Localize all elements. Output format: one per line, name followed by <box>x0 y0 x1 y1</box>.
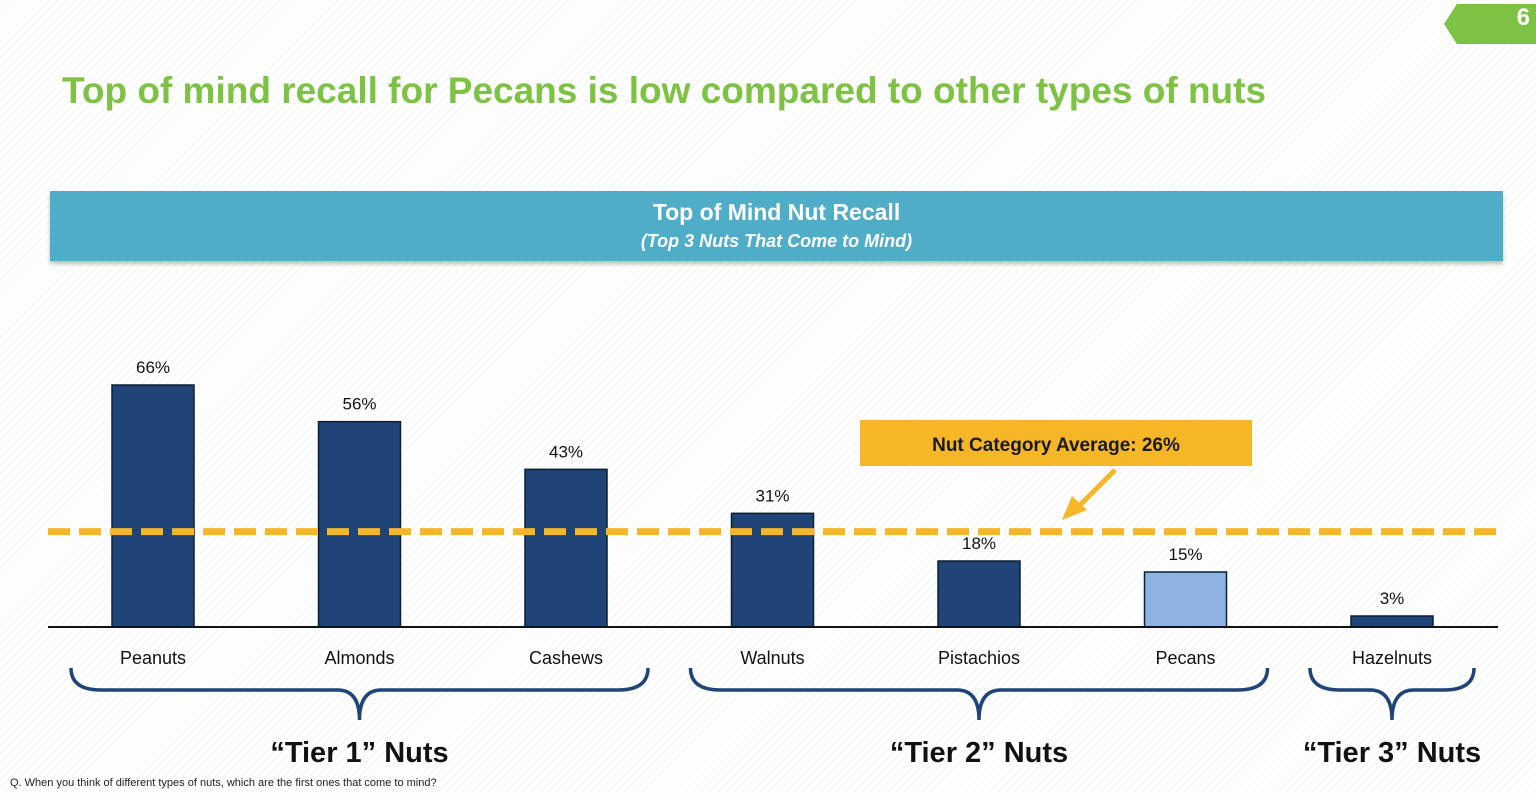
average-callout-arrowhead <box>1062 496 1087 520</box>
value-label-peanuts: 66% <box>136 358 170 377</box>
category-label-walnuts: Walnuts <box>740 648 804 668</box>
group-label-tier-2: “Tier 2” Nuts <box>890 737 1068 769</box>
category-label-pecans: Pecans <box>1155 648 1215 668</box>
value-label-walnuts: 31% <box>755 486 789 505</box>
category-label-peanuts: Peanuts <box>120 648 186 668</box>
group-label-tier-1: “Tier 1” Nuts <box>270 737 448 769</box>
page-number: 6 <box>1516 4 1530 31</box>
average-callout-box <box>860 420 1252 466</box>
chart-title: Top of Mind Nut Recall <box>652 199 901 225</box>
bar-pistachios <box>937 560 1021 628</box>
group-brace-tier-3 <box>1308 667 1476 721</box>
category-label-cashews: Cashews <box>529 648 603 668</box>
bar-cashews <box>524 468 608 628</box>
group-label-tier-3: “Tier 3” Nuts <box>1303 737 1481 769</box>
value-label-pistachios: 18% <box>962 534 996 553</box>
page-number-tab <box>1444 4 1536 44</box>
slide-title: Top of mind recall for Pecans is low com… <box>62 70 1267 111</box>
value-label-almonds: 56% <box>342 395 376 414</box>
group-brace-tier-1 <box>69 667 650 721</box>
average-callout-label: Nut Category Average: 26% <box>932 435 1180 456</box>
category-label-hazelnuts: Hazelnuts <box>1352 648 1432 668</box>
value-label-pecans: 15% <box>1168 545 1202 564</box>
chart-subtitle: (Top 3 Nuts That Come to Mind) <box>640 231 913 251</box>
bar-hazelnuts <box>1350 615 1434 628</box>
bar-pecans <box>1143 571 1228 628</box>
value-label-cashews: 43% <box>549 442 583 461</box>
bar-peanuts <box>111 384 195 628</box>
average-callout-arrow-shaft <box>1078 468 1117 507</box>
chart-banner: Top of Mind Nut Recall (Top 3 Nuts That … <box>50 191 1503 261</box>
category-label-almonds: Almonds <box>324 648 394 668</box>
category-label-pistachios: Pistachios <box>938 648 1020 668</box>
bar-almonds <box>317 420 402 628</box>
value-label-hazelnuts: 3% <box>1380 589 1405 608</box>
group-brace-tier-2 <box>688 667 1270 721</box>
footnote: Q. When you think of different types of … <box>10 777 437 789</box>
